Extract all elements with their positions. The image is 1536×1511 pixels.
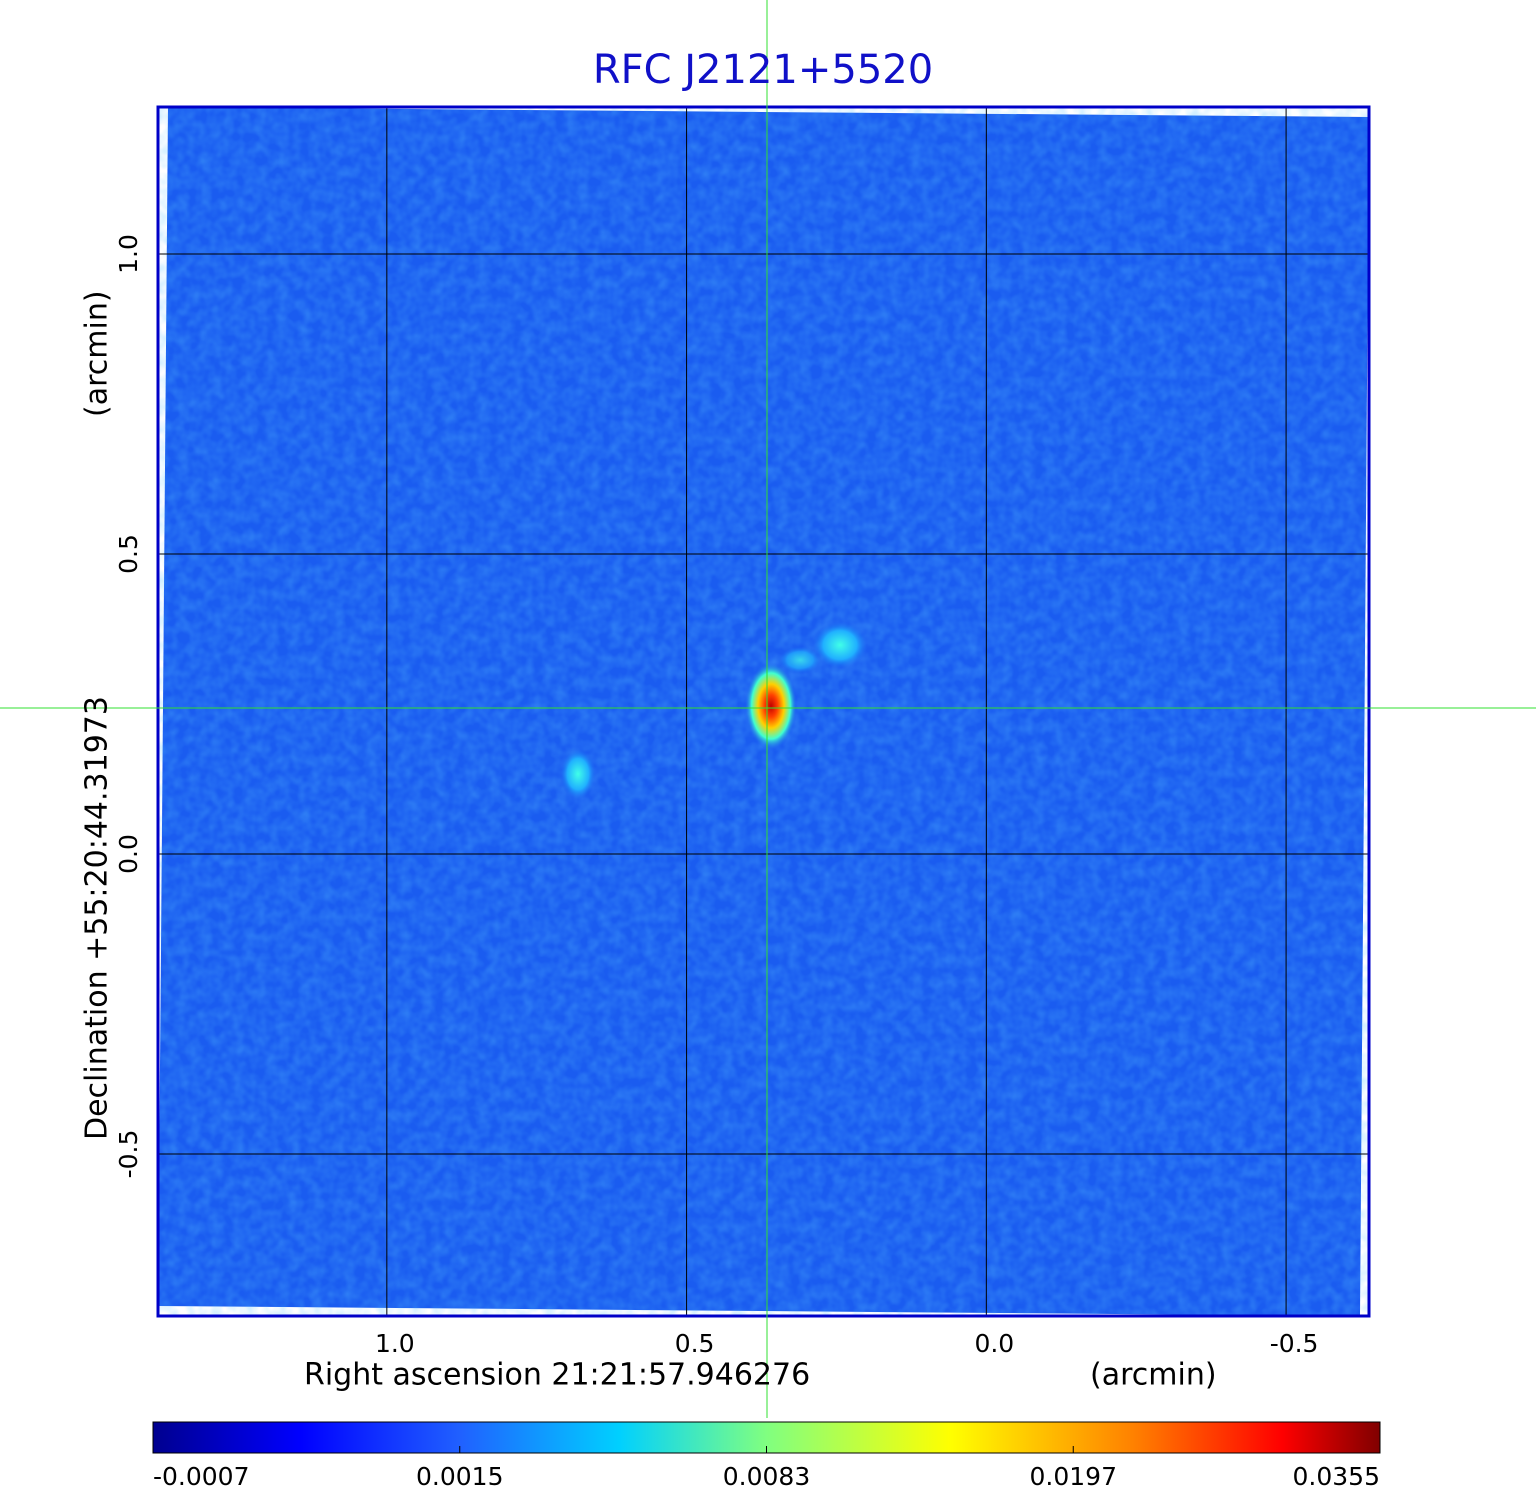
y-tick-label: -0.5 <box>114 1130 143 1179</box>
colorbar-tick-label: 0.0197 <box>1030 1462 1117 1491</box>
grid <box>158 107 1369 1316</box>
source-jet <box>778 646 822 674</box>
colorbar-tick-label: 0.0355 <box>1293 1462 1380 1491</box>
source-core <box>745 662 797 750</box>
colorbar-tick-label: 0.0083 <box>723 1462 810 1491</box>
source-knot <box>812 621 868 669</box>
x-tick-label: 0.5 <box>675 1329 715 1358</box>
image-map <box>158 107 1369 1316</box>
chart-title: RFC J2121+5520 <box>593 47 933 93</box>
x-tick-label: -0.5 <box>1270 1329 1319 1358</box>
x-tick-label: 0.0 <box>974 1329 1014 1358</box>
y-tick-label: 0.5 <box>114 534 143 574</box>
y-tick-label: 1.0 <box>114 234 143 274</box>
colorbar-tick-label: -0.0007 <box>153 1462 250 1491</box>
y-axis-unit: (arcmin) <box>80 290 115 417</box>
x-tick-label: 1.0 <box>375 1329 415 1358</box>
x-axis-label: Right ascension 21:21:57.946276 <box>304 1358 810 1393</box>
colorbar-tick-label: 0.0015 <box>416 1462 503 1491</box>
x-axis-unit: (arcmin) <box>1090 1358 1217 1393</box>
y-axis-label: Declination +55:20:44.31973 <box>80 696 115 1140</box>
source-knot <box>560 748 596 800</box>
plot-frame <box>156 105 1371 1318</box>
y-tick-label: 0.0 <box>114 834 143 874</box>
